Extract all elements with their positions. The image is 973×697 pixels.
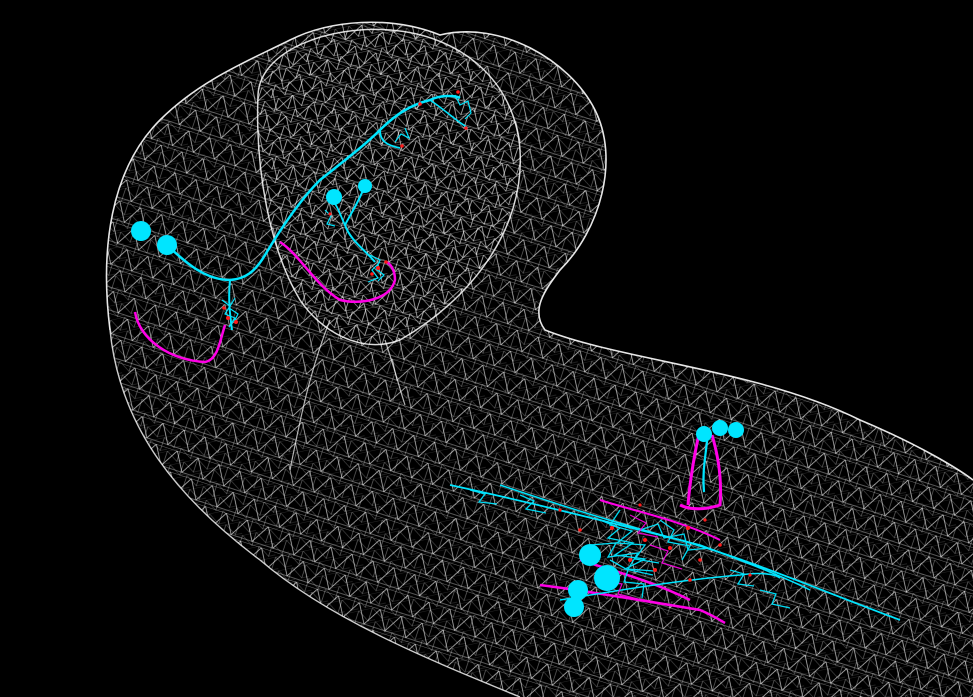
brain-neuron-arbors (131, 90, 472, 364)
brain-somata (131, 179, 372, 255)
spinal-somata (564, 420, 744, 617)
spinal-neuron-arbors (449, 420, 901, 625)
